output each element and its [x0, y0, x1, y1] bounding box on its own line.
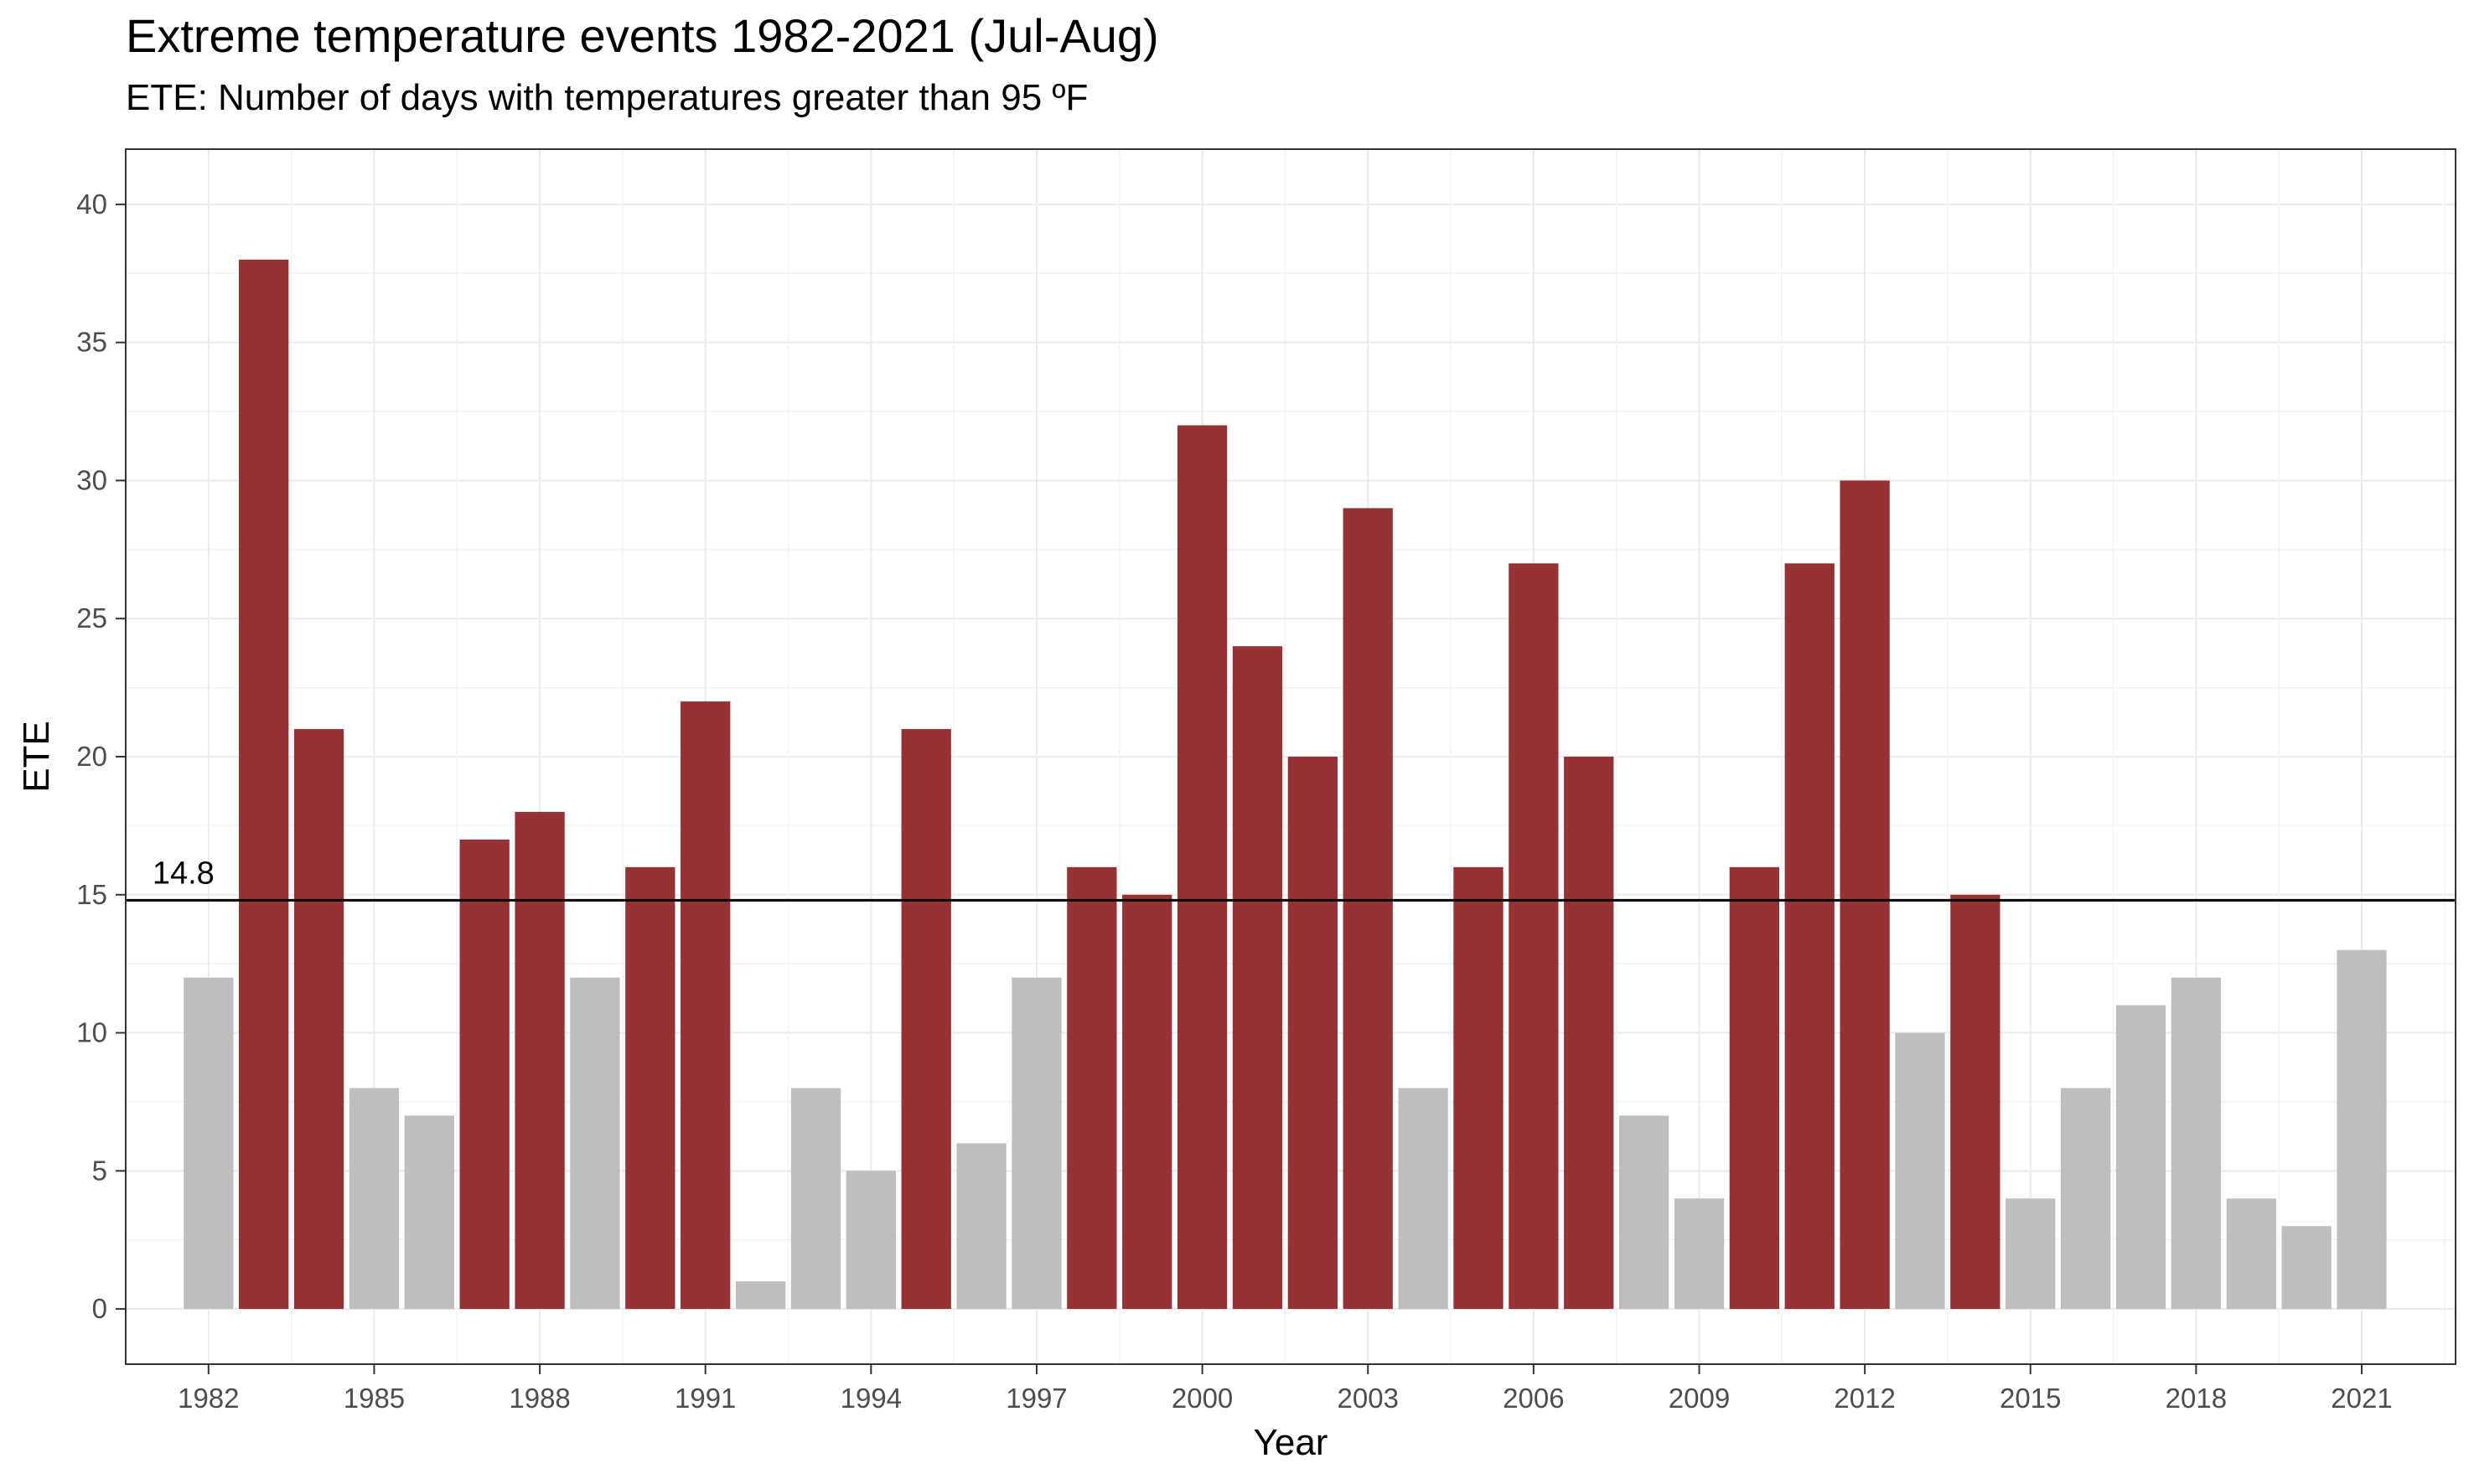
x-tick-label: 1982: [178, 1383, 239, 1414]
bar-1997: [1012, 977, 1062, 1310]
bar-1987: [459, 839, 510, 1310]
x-tick-label: 2006: [1503, 1383, 1564, 1414]
y-tick-label: 35: [76, 327, 107, 358]
bar-1993: [790, 1088, 841, 1310]
x-tick-label: 1997: [1006, 1383, 1067, 1414]
bar-1991: [681, 701, 731, 1310]
bar-2021: [2337, 949, 2387, 1310]
y-tick-label: 15: [76, 879, 107, 910]
bar-2013: [1895, 1032, 1945, 1310]
bar-1996: [956, 1143, 1007, 1310]
bar-2000: [1177, 425, 1228, 1310]
y-tick-label: 20: [76, 741, 107, 772]
bar-2017: [2115, 1005, 2166, 1310]
y-tick-label: 10: [76, 1017, 107, 1048]
bar-1999: [1122, 894, 1172, 1310]
bar-2008: [1618, 1115, 1669, 1310]
x-tick-label: 1994: [841, 1383, 902, 1414]
bar-1994: [846, 1171, 896, 1310]
threshold-label: 14.8: [153, 856, 215, 891]
bar-2011: [1784, 563, 1835, 1310]
bar-2001: [1232, 646, 1283, 1310]
x-tick-label: 1985: [344, 1383, 405, 1414]
y-tick-label: 0: [92, 1293, 107, 1324]
x-tick-label: 2003: [1338, 1383, 1399, 1414]
x-tick-label: 1991: [675, 1383, 736, 1414]
bar-1982: [184, 977, 234, 1310]
bar-2004: [1398, 1088, 1448, 1310]
x-tick-label: 2015: [2000, 1383, 2061, 1414]
bar-2018: [2171, 977, 2222, 1310]
bar-2007: [1564, 757, 1614, 1310]
bar-1990: [625, 866, 675, 1310]
x-tick-label: 2000: [1172, 1383, 1233, 1414]
bar-1992: [735, 1281, 786, 1310]
bar-2010: [1729, 866, 1780, 1310]
bar-1983: [239, 259, 289, 1310]
bar-1986: [404, 1115, 454, 1310]
y-tick-label: 25: [76, 602, 107, 633]
bar-2016: [2060, 1088, 2111, 1310]
bar-1984: [293, 729, 344, 1310]
bar-1989: [570, 977, 620, 1310]
bar-2009: [1674, 1198, 1725, 1310]
bar-2015: [2006, 1198, 2056, 1310]
bar-2019: [2226, 1198, 2276, 1310]
bar-1988: [515, 811, 565, 1310]
chart-subtitle: ETE: Number of days with temperatures gr…: [126, 77, 1089, 118]
bar-2006: [1509, 563, 1559, 1310]
bar-2002: [1287, 757, 1338, 1310]
x-tick-label: 1988: [509, 1383, 570, 1414]
bar-2005: [1453, 866, 1504, 1310]
y-tick-label: 5: [92, 1155, 107, 1186]
y-axis-title: ETE: [16, 721, 57, 793]
bar-1995: [901, 729, 951, 1310]
chart-title: Extreme temperature events 1982-2021 (Ju…: [126, 9, 1159, 62]
x-tick-label: 2018: [2166, 1383, 2227, 1414]
bar-1985: [349, 1088, 400, 1310]
x-tick-label: 2021: [2331, 1383, 2392, 1414]
y-tick-label: 40: [76, 189, 107, 220]
bar-2014: [1950, 894, 2000, 1310]
x-tick-label: 2012: [1834, 1383, 1895, 1414]
x-tick-label: 2009: [1669, 1383, 1730, 1414]
bar-2012: [1840, 480, 1890, 1310]
x-axis-title: Year: [1254, 1422, 1328, 1463]
bar-1998: [1067, 866, 1117, 1310]
y-tick-label: 30: [76, 464, 107, 495]
bar-2020: [2281, 1226, 2332, 1310]
bar-2003: [1343, 508, 1393, 1310]
